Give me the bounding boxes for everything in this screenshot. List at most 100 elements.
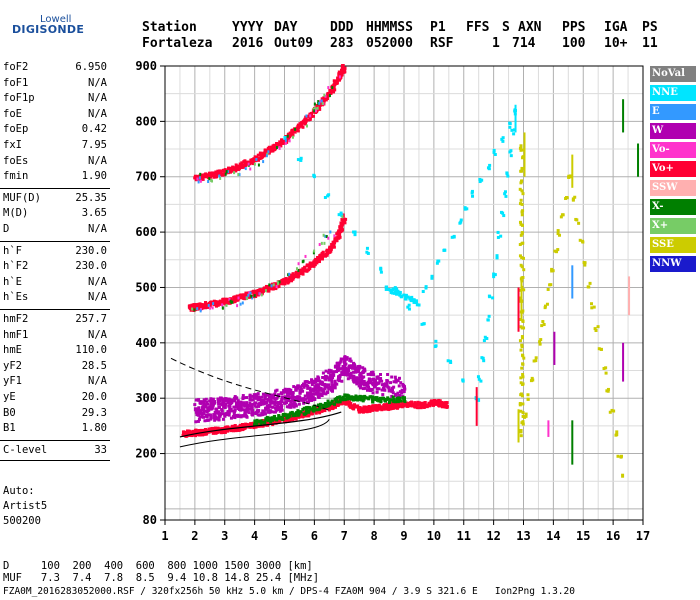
data-point	[216, 426, 220, 430]
header-label: HHMMSS	[366, 20, 413, 35]
data-point	[519, 169, 523, 173]
data-point	[284, 138, 287, 142]
data-point	[575, 218, 579, 222]
data-point	[338, 361, 342, 365]
data-point	[571, 420, 574, 465]
data-point	[335, 398, 339, 402]
data-point	[267, 289, 271, 293]
data-point	[283, 135, 287, 140]
data-point	[348, 357, 352, 361]
data-point	[342, 368, 346, 372]
data-point	[518, 220, 522, 224]
data-point	[313, 109, 316, 113]
data-point	[303, 266, 307, 270]
data-point	[358, 365, 362, 369]
data-point	[206, 402, 210, 406]
data-point	[567, 174, 571, 179]
data-point	[195, 174, 199, 178]
data-point	[343, 360, 347, 364]
param-row: hmF2 257.7	[3, 313, 107, 325]
data-point	[260, 293, 263, 297]
data-point	[300, 121, 304, 125]
data-point	[201, 405, 205, 409]
param-name: foE	[3, 107, 22, 120]
data-point	[361, 387, 365, 391]
data-point	[396, 405, 400, 409]
data-point	[280, 404, 284, 408]
data-point	[287, 395, 291, 399]
data-point	[243, 403, 247, 407]
data-point	[340, 228, 344, 232]
data-point	[325, 383, 329, 387]
data-point	[520, 223, 524, 227]
header-value: 714	[512, 36, 536, 51]
data-point	[198, 429, 202, 433]
param-name: h`E	[3, 275, 22, 288]
data-point	[322, 390, 326, 394]
data-point	[538, 342, 542, 346]
data-point	[375, 390, 379, 394]
data-point	[270, 410, 274, 414]
data-point	[354, 379, 358, 383]
data-point	[223, 426, 227, 431]
data-point	[433, 345, 437, 349]
data-point	[235, 401, 239, 405]
header-label: PS	[642, 20, 658, 35]
data-point	[192, 430, 196, 434]
auto-code: 500200	[3, 515, 41, 527]
param-value: 230.0	[75, 260, 107, 273]
data-point	[354, 394, 358, 398]
data-point	[541, 320, 545, 324]
data-point	[343, 398, 347, 402]
param-value: N/A	[88, 76, 107, 89]
param-value: 33	[94, 443, 107, 456]
data-point	[306, 405, 310, 409]
param-value: 110.0	[75, 344, 107, 357]
data-point	[266, 152, 269, 156]
data-point	[521, 192, 525, 196]
data-point	[291, 133, 295, 137]
data-point	[289, 400, 293, 404]
data-point	[301, 272, 305, 276]
data-point	[298, 390, 302, 395]
data-point	[394, 392, 398, 396]
data-point	[519, 148, 523, 152]
data-point	[501, 211, 505, 215]
data-point	[347, 366, 351, 370]
data-point	[399, 399, 403, 403]
data-point	[216, 411, 220, 415]
data-point	[340, 72, 344, 76]
data-point	[556, 248, 560, 252]
data-point	[400, 403, 404, 407]
data-point	[397, 403, 401, 407]
data-point	[232, 295, 236, 299]
data-point	[310, 394, 314, 398]
data-point	[378, 379, 382, 383]
data-point	[217, 417, 221, 421]
data-point	[582, 261, 586, 265]
data-point	[445, 405, 449, 409]
data-point	[253, 155, 257, 160]
data-point	[319, 402, 323, 406]
param-name: MUF(D)	[3, 191, 41, 204]
data-point	[232, 405, 236, 409]
data-point	[235, 166, 239, 170]
data-point	[389, 381, 393, 385]
data-point	[250, 294, 253, 298]
data-point	[352, 376, 356, 380]
data-point	[234, 413, 238, 417]
data-point	[230, 399, 234, 403]
data-point	[280, 392, 284, 396]
data-point	[223, 412, 227, 416]
data-point	[312, 408, 316, 412]
data-point	[481, 356, 485, 360]
data-point	[604, 371, 608, 375]
data-point	[223, 297, 227, 302]
data-point	[356, 404, 360, 408]
data-point	[319, 382, 323, 386]
data-point	[320, 409, 324, 413]
data-point	[403, 385, 406, 390]
param-row: yF2 28.5	[3, 360, 107, 372]
data-point	[205, 431, 209, 435]
data-point	[353, 233, 357, 237]
